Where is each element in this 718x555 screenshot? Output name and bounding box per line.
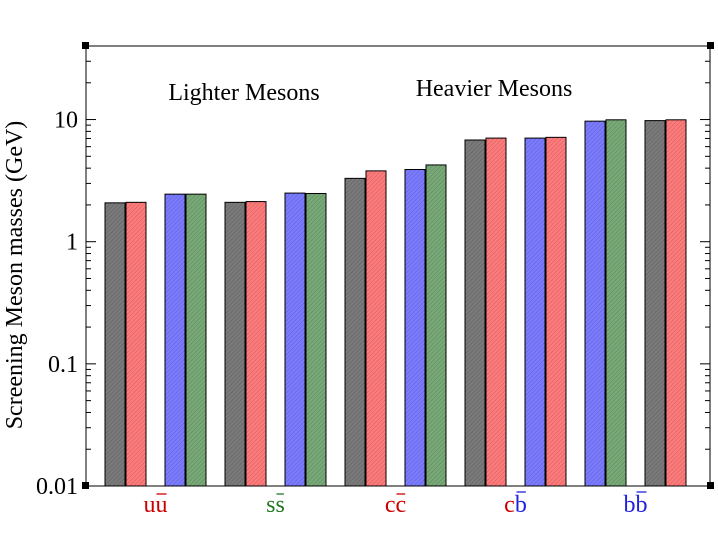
bar-hatch — [285, 193, 305, 486]
bar-hatch — [126, 202, 146, 486]
bar-hatch — [426, 164, 446, 486]
bar-hatch — [366, 170, 386, 486]
plot-frame — [85, 45, 711, 487]
bar-hatch — [105, 202, 125, 486]
bars — [104, 119, 687, 487]
x-tick-label: bb — [624, 492, 648, 518]
bar-hatch — [246, 201, 266, 487]
bar-hatch — [645, 120, 665, 487]
annotation-lighter-mesons: Lighter Mesons — [168, 80, 319, 106]
bar-hatch — [585, 121, 605, 487]
x-tick-label: ss — [266, 492, 285, 518]
bar-hatch — [486, 138, 506, 486]
bar-hatch — [306, 193, 326, 487]
y-axis-label: Screening Meson masses (GeV) — [2, 121, 28, 430]
x-axis-labels: uu ss cc cb bb — [144, 491, 648, 518]
bar-hatch — [345, 178, 365, 486]
x-tick-label: cb — [504, 492, 527, 518]
frame-corner-markers — [82, 42, 714, 489]
bar-hatch — [225, 202, 245, 486]
x-tick-label: uu — [144, 492, 168, 518]
bar-hatch — [465, 140, 485, 487]
bar-hatch — [186, 194, 206, 486]
y-tick-label: 1 — [66, 230, 78, 256]
bar-hatch — [525, 138, 545, 486]
y-tick-label: 0.1 — [48, 352, 78, 378]
x-tick-label: cc — [385, 492, 406, 518]
bar-hatch — [666, 119, 686, 486]
y-axis-ticks: 0.01 0.1 1 10 — [36, 45, 710, 500]
annotation-heavier-mesons: Heavier Mesons — [416, 76, 573, 102]
y-tick-label: 0.01 — [36, 474, 78, 500]
bar-hatch — [165, 194, 185, 486]
bar-hatch — [546, 137, 566, 486]
bar-hatch — [606, 119, 626, 486]
bar-hatch — [405, 169, 425, 487]
y-tick-label: 10 — [54, 108, 78, 134]
